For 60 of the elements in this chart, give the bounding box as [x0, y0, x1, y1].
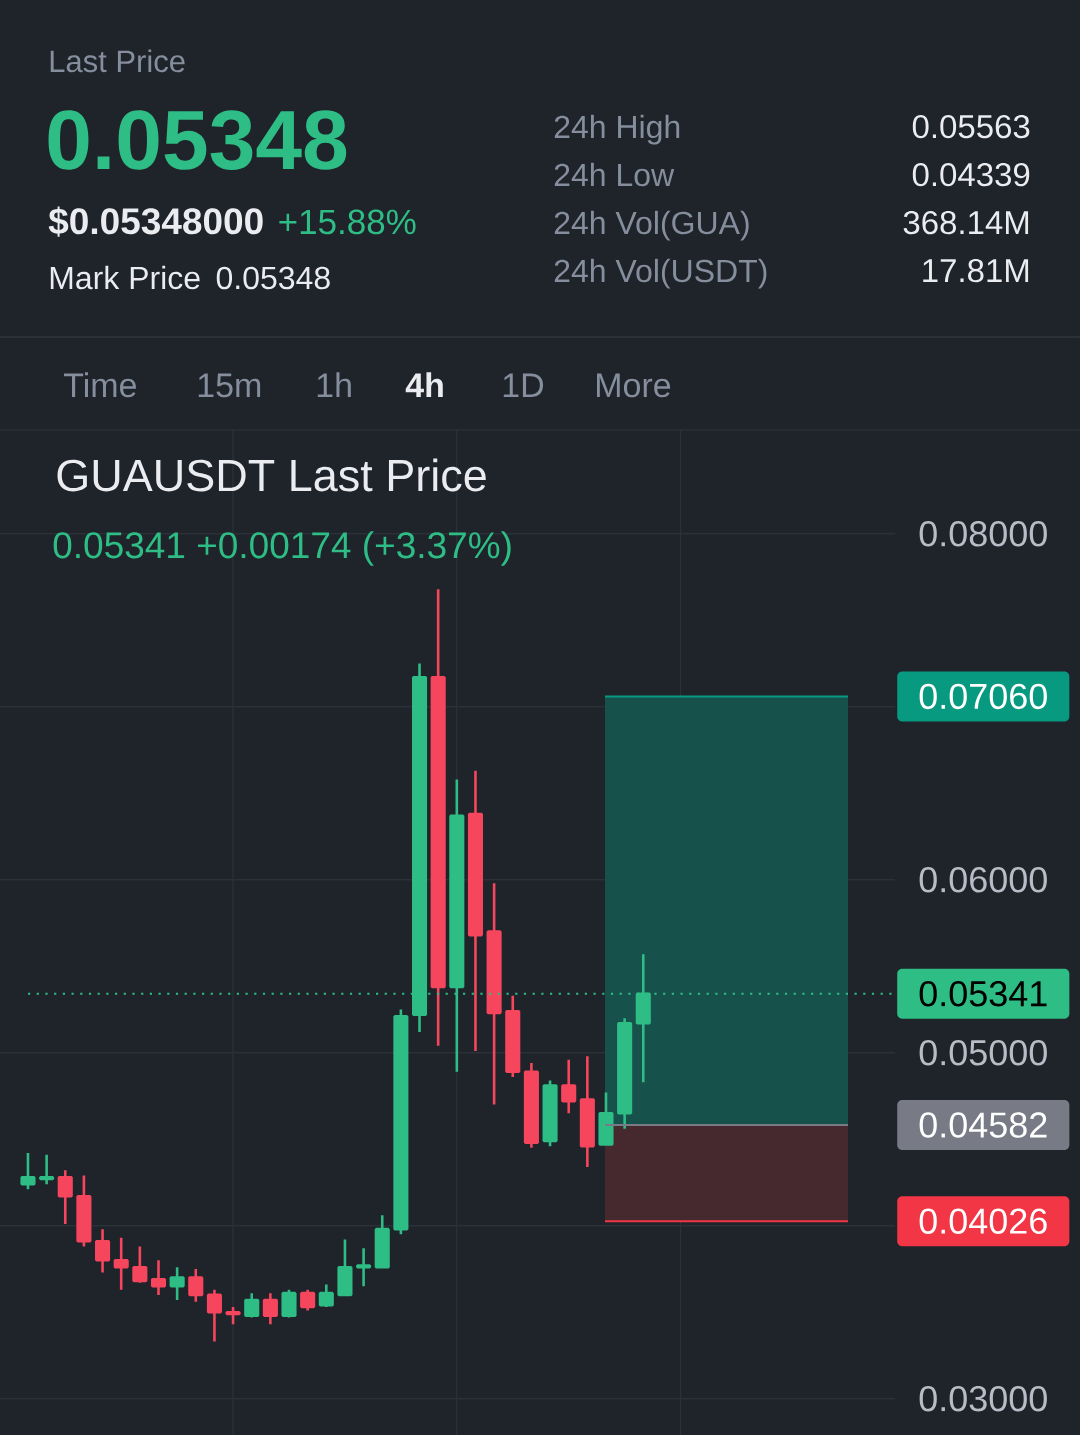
candlestick: [374, 1214, 390, 1269]
ref-line-label: 0.07060: [919, 683, 1047, 710]
candlestick: [244, 1291, 260, 1319]
text: 15m: [198, 373, 261, 398]
candlestick: [598, 1091, 614, 1146]
candlestick: [281, 1288, 297, 1319]
candlestick: [39, 1153, 55, 1186]
text: More: [597, 373, 671, 398]
text: 1h: [317, 372, 351, 397]
candlestick: [393, 1008, 409, 1236]
y-tick-label: 0.03000: [919, 1385, 1047, 1412]
text: 4h: [405, 372, 443, 397]
text: Mark Price: [50, 265, 200, 290]
text: 17.81M: [923, 258, 1029, 283]
text: 0.05348: [48, 110, 347, 170]
text: 24h Vol(GUA): [554, 210, 749, 241]
text: 0.04339: [912, 162, 1030, 187]
candlestick: [505, 994, 521, 1079]
text: +15.88%: [279, 209, 416, 235]
candlestick: [95, 1227, 111, 1274]
y-tick-label: 0.06000: [919, 867, 1047, 893]
y-tick-label: 0.05000: [919, 1039, 1047, 1066]
candlestick: [262, 1291, 278, 1326]
ref-line-label: 0.05341: [919, 981, 1047, 1007]
y-tick-label: 0.08000: [919, 521, 1047, 547]
text: 24h High: [554, 114, 680, 145]
chart-title: GUAUSDT Last Price: [57, 458, 486, 492]
candlestick: [337, 1238, 353, 1297]
candlestick: [561, 1058, 577, 1115]
candlestick: [113, 1236, 129, 1291]
candlestick: [57, 1169, 73, 1226]
candlestick: [486, 881, 502, 1106]
text: 368.14M: [903, 210, 1029, 235]
candlestick: [523, 1061, 539, 1150]
candlestick: [206, 1288, 222, 1343]
candlestick: [430, 587, 446, 1048]
candlestick: [300, 1288, 316, 1312]
text: Time: [63, 372, 136, 398]
candlestick: [76, 1174, 92, 1248]
candlestick: [188, 1267, 204, 1304]
candlestick: [579, 1054, 595, 1169]
text: 24h Vol(USDT): [554, 258, 767, 289]
candlestick: [318, 1283, 334, 1309]
candlestick: [542, 1079, 558, 1148]
candlestick: [20, 1151, 36, 1191]
text: 0.05341 +0.00174 (+3.37%): [53, 531, 511, 566]
candlestick: [132, 1245, 148, 1285]
candlestick: [169, 1265, 185, 1302]
text: $0.05348000: [48, 206, 263, 237]
text: 0.05348: [216, 266, 330, 290]
candlestick: [467, 769, 484, 1053]
text: 24h Low: [554, 162, 675, 187]
candlestick: [617, 1016, 633, 1131]
ref-line-label: 0.04582: [919, 1112, 1047, 1138]
text: 1D: [503, 373, 544, 397]
candlestick: [150, 1258, 167, 1297]
candlestick: [356, 1246, 372, 1288]
ref-line-label: 0.04026: [919, 1208, 1047, 1234]
text: Last Price: [50, 49, 185, 73]
text: 0.05563: [912, 114, 1030, 139]
